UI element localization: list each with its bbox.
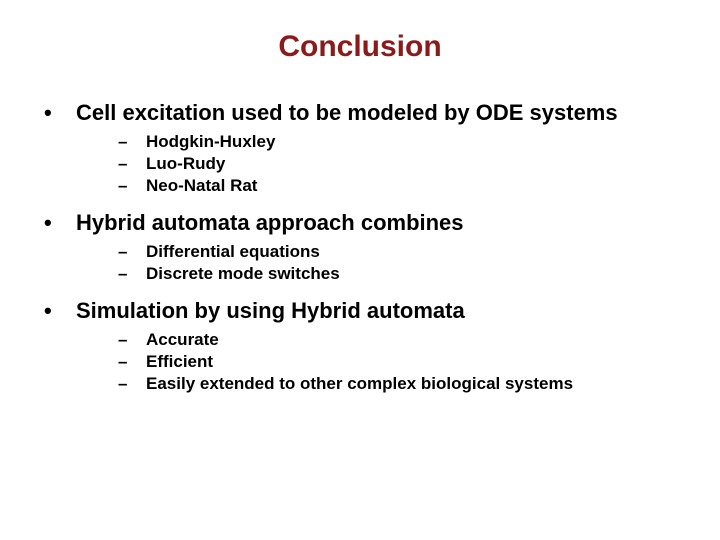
sub-item: – Accurate — [118, 330, 720, 350]
bullet-marker: • — [36, 100, 76, 126]
sub-list: – Accurate – Efficient – Easily extended… — [36, 330, 720, 394]
sub-item: – Hodgkin-Huxley — [118, 132, 720, 152]
sub-item: – Neo-Natal Rat — [118, 176, 720, 196]
sub-text: Differential equations — [146, 242, 720, 262]
bullet-item: • Simulation by using Hybrid automata — [36, 298, 720, 324]
sub-list: – Differential equations – Discrete mode… — [36, 242, 720, 284]
sub-item: – Discrete mode switches — [118, 264, 720, 284]
dash-marker: – — [118, 242, 146, 262]
sub-item: – Efficient — [118, 352, 720, 372]
dash-marker: – — [118, 264, 146, 284]
sub-text: Luo-Rudy — [146, 154, 720, 174]
sub-text: Easily extended to other complex biologi… — [146, 374, 720, 394]
dash-marker: – — [118, 176, 146, 196]
dash-marker: – — [118, 352, 146, 372]
sub-item: – Luo-Rudy — [118, 154, 720, 174]
sub-text: Neo-Natal Rat — [146, 176, 720, 196]
sub-text: Hodgkin-Huxley — [146, 132, 720, 152]
bullet-item: • Hybrid automata approach combines — [36, 210, 720, 236]
dash-marker: – — [118, 154, 146, 174]
bullet-item: • Cell excitation used to be modeled by … — [36, 100, 720, 126]
bullet-text: Cell excitation used to be modeled by OD… — [76, 100, 720, 126]
sub-item: – Differential equations — [118, 242, 720, 262]
slide-title: Conclusion — [0, 30, 720, 64]
bullet-text: Hybrid automata approach combines — [76, 210, 720, 236]
sub-list: – Hodgkin-Huxley – Luo-Rudy – Neo-Natal … — [36, 132, 720, 196]
sub-text: Discrete mode switches — [146, 264, 720, 284]
sub-text: Accurate — [146, 330, 720, 350]
bullet-text: Simulation by using Hybrid automata — [76, 298, 720, 324]
dash-marker: – — [118, 132, 146, 152]
slide-body: • Cell excitation used to be modeled by … — [0, 100, 720, 394]
bullet-marker: • — [36, 210, 76, 236]
bullet-marker: • — [36, 298, 76, 324]
sub-text: Efficient — [146, 352, 720, 372]
dash-marker: – — [118, 374, 146, 394]
sub-item: – Easily extended to other complex biolo… — [118, 374, 720, 394]
slide-container: Conclusion • Cell excitation used to be … — [0, 0, 720, 540]
dash-marker: – — [118, 330, 146, 350]
